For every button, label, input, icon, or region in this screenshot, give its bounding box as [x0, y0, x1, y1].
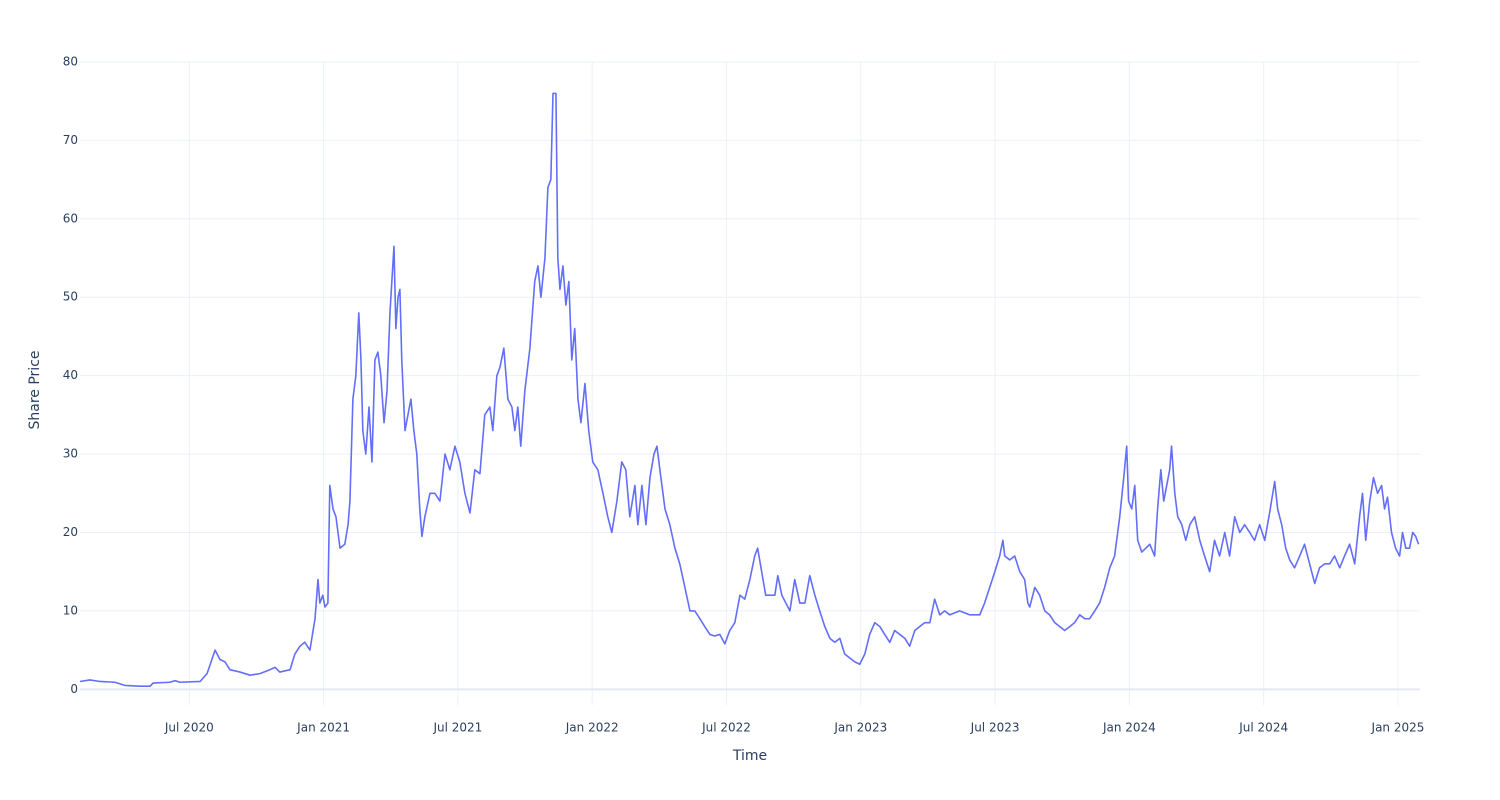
price-line: [79, 92, 1420, 687]
y-tick-label: 40: [63, 368, 78, 382]
x-tick-label: Jul 2024: [1238, 721, 1288, 735]
y-axis-title: Share Price: [27, 350, 43, 429]
y-tick-label: 0: [70, 682, 78, 696]
x-tick-label: Jul 2022: [701, 721, 751, 735]
x-tick-label: Jan 2025: [1371, 721, 1425, 735]
y-tick-label: 10: [63, 603, 78, 617]
y-tick-label: 80: [63, 55, 78, 69]
y-tick-label: 50: [63, 290, 78, 304]
x-tick-label: Jan 2021: [296, 721, 350, 735]
y-tick-label: 60: [63, 211, 78, 225]
x-tick-label: Jan 2023: [833, 721, 887, 735]
x-tick-label: Jan 2022: [565, 721, 619, 735]
x-tick-label: Jul 2021: [432, 721, 482, 735]
x-axis-title: Time: [732, 748, 767, 764]
y-tick-label: 70: [63, 133, 78, 147]
x-tick-label: Jul 2020: [164, 721, 214, 735]
y-tick-label: 20: [63, 525, 78, 539]
x-tick-label: Jul 2023: [970, 721, 1020, 735]
y-tick-label: 30: [63, 447, 78, 461]
x-tick-label: Jan 2024: [1102, 721, 1156, 735]
